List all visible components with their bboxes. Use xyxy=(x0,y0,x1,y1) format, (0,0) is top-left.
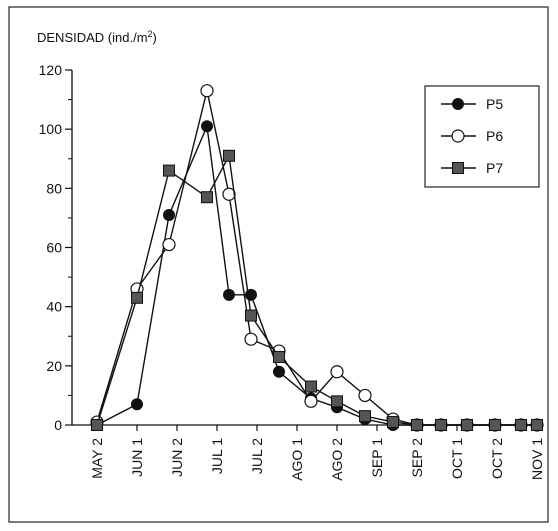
x-tick-label: NOV 1 xyxy=(529,438,545,480)
x-tick-label: JUN 2 xyxy=(169,438,185,477)
point-p5 xyxy=(131,398,143,411)
point-p6 xyxy=(200,84,214,98)
chart-frame xyxy=(8,6,549,523)
point-p5 xyxy=(163,208,175,221)
series-p7 xyxy=(91,149,543,431)
point-p7 xyxy=(489,419,501,431)
x-tick-label: JUL 1 xyxy=(209,438,225,474)
point-p7 xyxy=(305,380,317,393)
x-tick-label: OCT 2 xyxy=(489,438,505,479)
point-p5 xyxy=(273,365,285,378)
point-p6 xyxy=(162,237,176,252)
point-p7 xyxy=(461,419,473,431)
x-tick-label: AGO 2 xyxy=(329,438,345,481)
point-p7 xyxy=(515,419,527,431)
y-tick-label: 80 xyxy=(46,180,62,196)
y-tick-label: 20 xyxy=(46,358,62,374)
x-tick-label: JUN 1 xyxy=(129,438,145,477)
point-p7 xyxy=(531,419,543,431)
point-p7 xyxy=(245,309,257,322)
x-tick-label: AGO 1 xyxy=(289,438,305,481)
point-p6 xyxy=(330,365,344,379)
point-p7 xyxy=(411,419,423,431)
axes: 0 20 40 60 80 100 120 MAY 2 JUN 1 JUN 2 JUL 1 JUL 2… xyxy=(39,62,545,481)
point-p7 xyxy=(273,350,285,363)
y-axis-label: DENSIDAD (ind./m2) xyxy=(37,29,157,45)
legend: P5 P6 P7 xyxy=(424,85,540,188)
legend-item-p6: P6 xyxy=(441,128,503,144)
legend-marker-p7 xyxy=(452,162,464,174)
y-tick-label: 40 xyxy=(46,299,62,315)
legend-label-p5: P5 xyxy=(486,96,503,112)
point-p7 xyxy=(331,395,343,408)
legend-marker-p6 xyxy=(451,129,465,143)
point-p5 xyxy=(201,120,213,133)
point-p7 xyxy=(359,410,371,423)
y-tick-label: 60 xyxy=(46,240,62,256)
y-tick-label: 0 xyxy=(54,417,62,433)
x-tick-label: JUL 2 xyxy=(249,438,265,474)
point-p5 xyxy=(223,288,235,301)
legend-item-p5: P5 xyxy=(441,96,503,112)
x-tick-label: SEP 1 xyxy=(369,438,385,478)
point-p6 xyxy=(358,388,372,403)
point-p6 xyxy=(244,332,258,346)
point-p6 xyxy=(304,394,318,408)
legend-marker-p5 xyxy=(452,98,464,110)
x-tick-label: MAY 2 xyxy=(89,438,105,479)
point-p7 xyxy=(387,416,399,429)
y-tick-label: 100 xyxy=(39,121,63,137)
point-p7 xyxy=(91,419,103,431)
point-p7 xyxy=(163,164,175,177)
legend-label-p7: P7 xyxy=(486,160,503,176)
point-p7 xyxy=(201,191,213,204)
legend-item-p7: P7 xyxy=(441,160,503,176)
point-p7 xyxy=(435,419,447,431)
x-tick-label: SEP 2 xyxy=(409,438,425,478)
x-tick-label: OCT 1 xyxy=(449,438,465,479)
legend-label-p6: P6 xyxy=(486,128,503,144)
point-p7 xyxy=(131,291,143,304)
y-tick-label: 120 xyxy=(39,62,63,78)
point-p7 xyxy=(223,149,235,162)
series-layer xyxy=(90,84,544,432)
